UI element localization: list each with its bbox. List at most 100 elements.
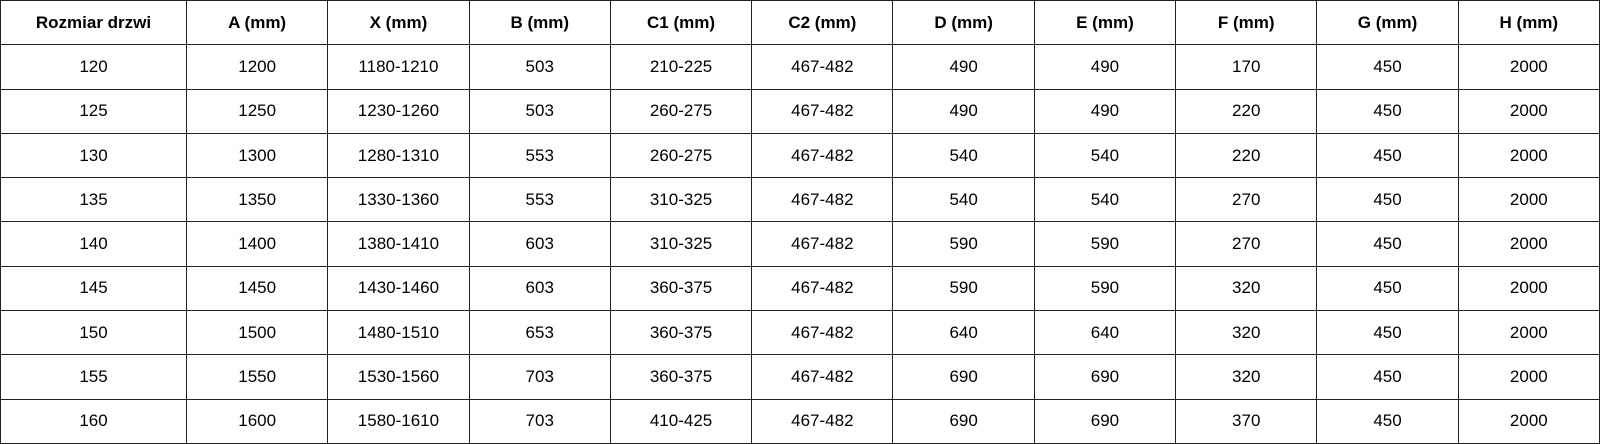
table-cell: 450 [1316, 132, 1459, 179]
table-cell: 590 [892, 265, 1035, 312]
table-cell: 210-225 [609, 44, 753, 90]
table-cell: 1580-1610 [327, 398, 470, 444]
table-cell: 503 [468, 88, 611, 134]
table-cell: 467-482 [751, 221, 894, 267]
table-cell: 603 [468, 265, 611, 312]
table-row: 155 1550 1530-1560 703 360-375 467-482 690 690 3… [0, 354, 1600, 400]
table-cell: 640 [1033, 310, 1177, 356]
table-row: 140 1400 1380-1410 603 310-325 467-482 590 590 2… [0, 221, 1600, 267]
table-cell: 310-325 [609, 177, 753, 223]
table-cell: 467-482 [751, 88, 894, 134]
table-cell: 1600 [185, 398, 329, 444]
table-cell: 490 [1033, 44, 1177, 90]
column-header: C2 (mm) [751, 0, 894, 46]
table-cell: 1430-1460 [327, 265, 470, 312]
column-header: E (mm) [1033, 0, 1177, 46]
table-cell: 260-275 [609, 88, 753, 134]
table-cell: 2000 [1457, 310, 1600, 356]
table-cell: 410-425 [609, 398, 753, 444]
column-header: A (mm) [185, 0, 329, 46]
table-cell: 1230-1260 [327, 88, 470, 134]
table-cell: 220 [1175, 88, 1318, 134]
table-cell: 310-325 [609, 221, 753, 267]
table-cell: 540 [892, 132, 1035, 179]
table-cell: 540 [1033, 177, 1177, 223]
table-cell: 603 [468, 221, 611, 267]
table-cell: 2000 [1457, 354, 1600, 400]
table-cell: 467-482 [751, 265, 894, 312]
table-cell: 1530-1560 [327, 354, 470, 400]
table-cell: 160 [0, 398, 187, 444]
table-cell: 690 [892, 398, 1035, 444]
table-cell: 130 [0, 132, 187, 179]
table-cell: 1280-1310 [327, 132, 470, 179]
table-cell: 1200 [185, 44, 329, 90]
table-cell: 503 [468, 44, 611, 90]
table-cell: 360-375 [609, 354, 753, 400]
table-cell: 467-482 [751, 132, 894, 179]
table-cell: 1380-1410 [327, 221, 470, 267]
table-cell: 690 [892, 354, 1035, 400]
table-row: 145 1450 1430-1460 603 360-375 467-482 590 590 3… [0, 265, 1600, 312]
table-cell: 467-482 [751, 177, 894, 223]
table-cell: 320 [1175, 265, 1318, 312]
table-cell: 360-375 [609, 265, 753, 312]
table-cell: 590 [1033, 265, 1177, 312]
table-cell: 467-482 [751, 354, 894, 400]
table-cell: 640 [892, 310, 1035, 356]
table-cell: 490 [892, 88, 1035, 134]
table-cell: 1350 [185, 177, 329, 223]
table-cell: 690 [1033, 398, 1177, 444]
table-cell: 170 [1175, 44, 1318, 90]
table-row: 135 1350 1330-1360 553 310-325 467-482 540 540 2… [0, 177, 1600, 223]
column-header: F (mm) [1175, 0, 1318, 46]
table-cell: 590 [892, 221, 1035, 267]
table-cell: 1400 [185, 221, 329, 267]
table-cell: 2000 [1457, 44, 1600, 90]
table-cell: 703 [468, 354, 611, 400]
table-cell: 450 [1316, 265, 1459, 312]
table-cell: 1500 [185, 310, 329, 356]
column-header: G (mm) [1316, 0, 1459, 46]
table-cell: 220 [1175, 132, 1318, 179]
column-header: D (mm) [892, 0, 1035, 46]
table-row: 150 1500 1480-1510 653 360-375 467-482 640 640 3… [0, 310, 1600, 356]
column-header: B (mm) [468, 0, 611, 46]
table-cell: 360-375 [609, 310, 753, 356]
column-header: C1 (mm) [609, 0, 753, 46]
table-cell: 270 [1175, 177, 1318, 223]
table-row: 130 1300 1280-1310 553 260-275 467-482 540 540 2… [0, 132, 1600, 179]
table-cell: 1250 [185, 88, 329, 134]
table-cell: 490 [892, 44, 1035, 90]
table-cell: 2000 [1457, 265, 1600, 312]
table-cell: 1330-1360 [327, 177, 470, 223]
table-cell: 553 [468, 132, 611, 179]
table-cell: 690 [1033, 354, 1177, 400]
table-cell: 2000 [1457, 221, 1600, 267]
table-cell: 450 [1316, 177, 1459, 223]
column-header: Rozmiar drzwi [0, 0, 187, 46]
table-cell: 467-482 [751, 44, 894, 90]
table-cell: 145 [0, 265, 187, 312]
column-header: X (mm) [327, 0, 470, 46]
table-row: 160 1600 1580-1610 703 410-425 467-482 690 690 3… [0, 398, 1600, 444]
table-cell: 155 [0, 354, 187, 400]
table-cell: 135 [0, 177, 187, 223]
table-cell: 450 [1316, 88, 1459, 134]
table-row: 125 1250 1230-1260 503 260-275 467-482 490 490 2… [0, 88, 1600, 134]
table-cell: 370 [1175, 398, 1318, 444]
table-cell: 270 [1175, 221, 1318, 267]
table-cell: 120 [0, 44, 187, 90]
table-cell: 1300 [185, 132, 329, 179]
table-cell: 590 [1033, 221, 1177, 267]
table-cell: 2000 [1457, 88, 1600, 134]
table-cell: 260-275 [609, 132, 753, 179]
table-cell: 540 [1033, 132, 1177, 179]
header-row: Rozmiar drzwi A (mm) X (mm) B (mm) C1 (mm) C2… [0, 0, 1600, 46]
table-cell: 450 [1316, 221, 1459, 267]
table-cell: 1180-1210 [327, 44, 470, 90]
table-cell: 1480-1510 [327, 310, 470, 356]
table-cell: 450 [1316, 310, 1459, 356]
table-cell: 450 [1316, 354, 1459, 400]
table-cell: 540 [892, 177, 1035, 223]
